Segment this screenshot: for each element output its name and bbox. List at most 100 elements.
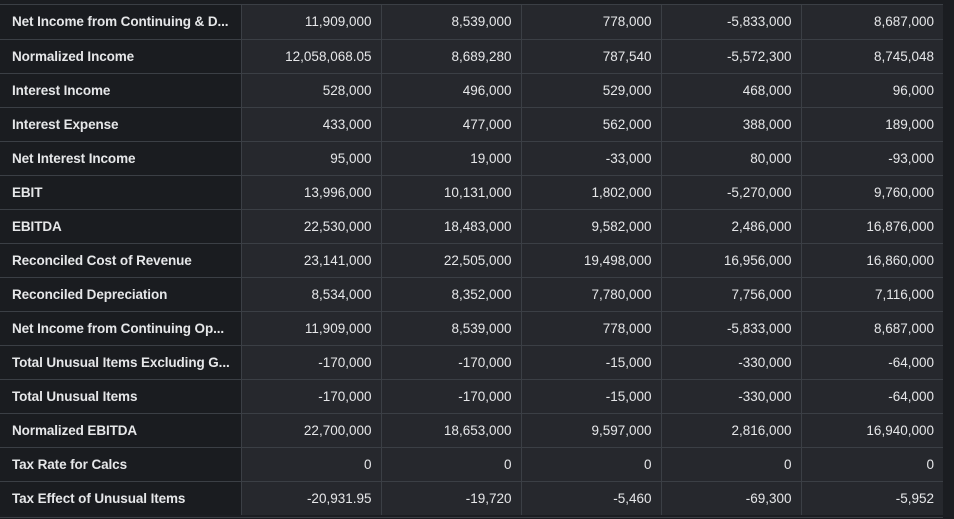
value-cell: -5,270,000 (661, 175, 802, 210)
value-cell: 468,000 (661, 73, 802, 108)
value-cell: -64,000 (801, 379, 943, 414)
value-cell: -170,000 (241, 379, 382, 414)
financials-table-body: Net Income from Continuing & D... 11,909,… (0, 5, 943, 515)
value-cell: 13,996,000 (241, 175, 382, 210)
value-cell: -69,300 (661, 481, 802, 515)
value-cell: 16,956,000 (661, 243, 802, 278)
row-label: EBIT (0, 175, 242, 210)
row-label: Reconciled Depreciation (0, 277, 242, 312)
table-row: Reconciled Depreciation 8,534,000 8,352,00… (0, 277, 943, 312)
scroll-gutter (943, 0, 954, 519)
value-cell: 11,909,000 (241, 311, 382, 346)
table-row: Net Interest Income 95,000 19,000 -33,000 80… (0, 141, 943, 176)
value-cell: 8,534,000 (241, 277, 382, 312)
value-cell: -15,000 (521, 379, 662, 414)
value-cell: 0 (381, 447, 522, 482)
value-cell: 19,000 (381, 141, 522, 176)
row-label: Net Income from Continuing Op... (0, 311, 242, 346)
value-cell: 9,760,000 (801, 175, 943, 210)
value-cell: 12,058,068.05 (241, 39, 382, 74)
value-cell: 2,486,000 (661, 209, 802, 244)
table-row: Net Income from Continuing & D... 11,909,… (0, 5, 943, 40)
row-label: Normalized Income (0, 39, 242, 74)
value-cell: 7,780,000 (521, 277, 662, 312)
row-label: Normalized EBITDA (0, 413, 242, 448)
row-label: Interest Expense (0, 107, 242, 142)
value-cell: 22,700,000 (241, 413, 382, 448)
financials-table: Net Income from Continuing & D... 11,909,… (0, 5, 943, 515)
table-row: Tax Rate for Calcs 0 0 0 0 0 (0, 447, 943, 482)
value-cell: 388,000 (661, 107, 802, 142)
value-cell: 18,483,000 (381, 209, 522, 244)
value-cell: -33,000 (521, 141, 662, 176)
value-cell: 0 (801, 447, 943, 482)
value-cell: -93,000 (801, 141, 943, 176)
table-row: Normalized EBITDA 22,700,000 18,653,000 9,5… (0, 413, 943, 448)
row-label: Tax Effect of Unusual Items (0, 481, 242, 515)
row-label: Interest Income (0, 73, 242, 108)
table-row: Total Unusual Items Excluding G... -170,0… (0, 345, 943, 380)
value-cell: 9,582,000 (521, 209, 662, 244)
table-row: Interest Expense 433,000 477,000 562,000 388… (0, 107, 943, 142)
row-label: EBITDA (0, 209, 242, 244)
table-row: EBITDA 22,530,000 18,483,000 9,582,000 2,486… (0, 209, 943, 244)
value-cell: 95,000 (241, 141, 382, 176)
value-cell: 8,539,000 (381, 5, 522, 40)
row-label: Net Income from Continuing & D... (0, 5, 242, 40)
value-cell: 0 (521, 447, 662, 482)
value-cell: 562,000 (521, 107, 662, 142)
value-cell: -170,000 (381, 345, 522, 380)
value-cell: 7,116,000 (801, 277, 943, 312)
value-cell: 477,000 (381, 107, 522, 142)
value-cell: 496,000 (381, 73, 522, 108)
value-cell: 22,530,000 (241, 209, 382, 244)
value-cell: 8,352,000 (381, 277, 522, 312)
financials-table-container: Net Income from Continuing & D... 11,909,… (0, 4, 943, 518)
value-cell: -15,000 (521, 345, 662, 380)
value-cell: 18,653,000 (381, 413, 522, 448)
value-cell: -5,572,300 (661, 39, 802, 74)
value-cell: 19,498,000 (521, 243, 662, 278)
value-cell: -5,460 (521, 481, 662, 515)
value-cell: 8,689,280 (381, 39, 522, 74)
value-cell: 2,816,000 (661, 413, 802, 448)
row-label: Reconciled Cost of Revenue (0, 243, 242, 278)
value-cell: -170,000 (381, 379, 522, 414)
value-cell: -5,833,000 (661, 5, 802, 40)
value-cell: 189,000 (801, 107, 943, 142)
value-cell: -19,720 (381, 481, 522, 515)
value-cell: 8,687,000 (801, 5, 943, 40)
value-cell: 8,687,000 (801, 311, 943, 346)
value-cell: 23,141,000 (241, 243, 382, 278)
table-row: Normalized Income 12,058,068.05 8,689,280 7… (0, 39, 943, 74)
value-cell: 8,539,000 (381, 311, 522, 346)
value-cell: 528,000 (241, 73, 382, 108)
value-cell: 8,745,048 (801, 39, 943, 74)
value-cell: -170,000 (241, 345, 382, 380)
value-cell: 778,000 (521, 5, 662, 40)
value-cell: -64,000 (801, 345, 943, 380)
row-label: Tax Rate for Calcs (0, 447, 242, 482)
value-cell: -20,931.95 (241, 481, 382, 515)
value-cell: 0 (241, 447, 382, 482)
value-cell: 96,000 (801, 73, 943, 108)
value-cell: 80,000 (661, 141, 802, 176)
value-cell: 22,505,000 (381, 243, 522, 278)
value-cell: 9,597,000 (521, 413, 662, 448)
value-cell: 16,860,000 (801, 243, 943, 278)
value-cell: 16,876,000 (801, 209, 943, 244)
table-row: Reconciled Cost of Revenue 23,141,000 22,5… (0, 243, 943, 278)
value-cell: 778,000 (521, 311, 662, 346)
value-cell: 11,909,000 (241, 5, 382, 40)
value-cell: 529,000 (521, 73, 662, 108)
table-row: Net Income from Continuing Op... 11,909,0… (0, 311, 943, 346)
value-cell: -330,000 (661, 379, 802, 414)
table-row: Total Unusual Items -170,000 -170,000 -15,0… (0, 379, 943, 414)
table-row: Tax Effect of Unusual Items -20,931.95 -19… (0, 481, 943, 515)
row-label: Total Unusual Items (0, 379, 242, 414)
row-label: Net Interest Income (0, 141, 242, 176)
value-cell: 0 (661, 447, 802, 482)
value-cell: -5,833,000 (661, 311, 802, 346)
value-cell: -330,000 (661, 345, 802, 380)
value-cell: 10,131,000 (381, 175, 522, 210)
